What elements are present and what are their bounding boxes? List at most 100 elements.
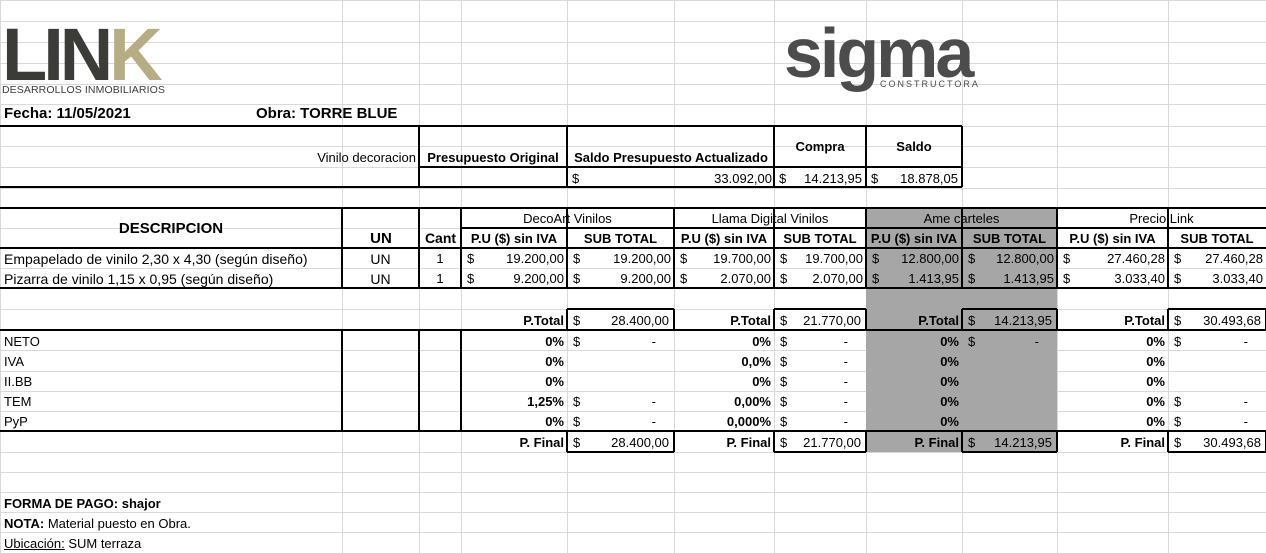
pfinal-box — [1168, 430, 1266, 432]
currency-sign: $ — [1174, 251, 1182, 266]
ubicacion-label: Ubicación: — [4, 536, 65, 551]
row-value: 19.200,00 — [506, 251, 564, 266]
border-line — [418, 330, 420, 431]
currency-sign: $ — [1174, 393, 1182, 409]
currency-sign: $ — [968, 312, 976, 328]
currency-sign: $ — [1174, 333, 1182, 349]
tax-amount: - — [1243, 413, 1248, 429]
obra-label: Obra: TORRE BLUE — [256, 105, 398, 122]
currency-sign: $ — [573, 413, 581, 429]
currency-sign: $ — [780, 251, 788, 266]
currency-sign: $ — [467, 251, 475, 266]
summary-header-saldo: Saldo — [896, 138, 932, 154]
pfinal-box — [1168, 451, 1266, 453]
tax-percent: 0,000% — [726, 413, 771, 429]
table-top-border — [0, 207, 1266, 209]
tax-amount: - — [1243, 393, 1248, 409]
tax-amount: - — [1034, 333, 1039, 349]
currency-sign: $ — [780, 271, 788, 286]
summary-header-original: Presupuesto Original — [427, 149, 559, 165]
ptotal-box — [774, 308, 866, 310]
ptotal-value: 21.770,00 — [803, 312, 861, 328]
vendor-header: Precio Link — [1129, 211, 1194, 226]
tax-percent: 0% — [940, 413, 959, 429]
un-header: UN — [370, 229, 392, 247]
tax-amount: - — [651, 333, 656, 349]
fecha-label: Fecha: 11/05/2021 — [4, 105, 131, 122]
link-logo-subtitle: DESARROLLOS INMOBILIARIOS — [2, 84, 165, 96]
sigma-logo-mark: sigma — [784, 14, 974, 92]
currency-sign: $ — [968, 271, 976, 286]
pfinal-value: 21.770,00 — [803, 434, 861, 450]
currency-sign: $ — [872, 251, 880, 266]
currency-sign: $ — [872, 271, 880, 286]
ptotal-box — [865, 309, 867, 330]
tax-percent: 0% — [1146, 413, 1165, 429]
pfinal-box — [566, 431, 568, 452]
tax-amount: - — [651, 393, 656, 409]
currency-sign: $ — [573, 312, 581, 328]
summary-compra-currency: $ — [779, 170, 787, 186]
currency-sign: $ — [1174, 271, 1182, 286]
summary-top-border — [0, 125, 962, 127]
summary-row-label: Vinilo decoracion — [317, 149, 416, 165]
summary-bottom-border — [0, 186, 962, 188]
row-value: 19.700,00 — [713, 251, 771, 266]
nota-text: Material puesto en Obra. — [44, 516, 191, 531]
tax-label: II.BB — [4, 373, 33, 389]
link-logo-mark: LINK — [2, 13, 163, 96]
border-line — [419, 166, 962, 168]
pu-header: P.U ($) sin IVA — [870, 231, 958, 246]
pfinal-label: P. Final — [914, 434, 959, 450]
tax-percent: 0% — [545, 333, 564, 349]
ubicacion: Ubicación: SUM terraza — [4, 537, 141, 550]
currency-sign: $ — [1063, 271, 1071, 286]
ptotal-label: P.Total — [730, 312, 771, 328]
ptotal-value: 28.400,00 — [611, 312, 669, 328]
currency-sign: $ — [1174, 413, 1182, 429]
pfinal-box — [773, 431, 775, 452]
sigma-logo: sigma CONSTRUCTORA — [784, 14, 978, 92]
ptotal-box — [1167, 309, 1169, 330]
nota-label: NOTA: — [4, 516, 45, 531]
currency-sign: $ — [780, 434, 788, 450]
tax-section-top — [0, 329, 1266, 331]
pfinal-box — [865, 431, 867, 452]
row-value: 27.460,28 — [1107, 251, 1165, 266]
currency-sign: $ — [968, 251, 976, 266]
border-line — [460, 330, 462, 431]
tax-percent: 0,00% — [734, 393, 771, 409]
pfinal-label: P. Final — [519, 434, 564, 450]
tax-percent: 0% — [752, 373, 771, 389]
tax-amount: - — [843, 333, 848, 349]
forma-pago: FORMA DE PAGO: shajor — [4, 496, 161, 511]
pfinal-box — [962, 451, 1057, 453]
ptotal-box — [961, 309, 963, 330]
tax-percent: 0% — [545, 353, 564, 369]
pfinal-label: P. Final — [726, 434, 771, 450]
row-quantity: 1 — [436, 251, 444, 266]
pu-header: P.U ($) sin IVA — [680, 231, 768, 246]
currency-sign: $ — [780, 353, 788, 369]
row-value: 12.800,00 — [901, 251, 959, 266]
tax-amount: - — [1243, 333, 1248, 349]
tax-amount: - — [843, 393, 848, 409]
summary-actualizado-value: 33.092,00 — [714, 170, 772, 186]
border-line — [341, 330, 343, 431]
ptotal-box — [962, 308, 1057, 310]
summary-header-actualizado: Saldo Presupuesto Actualizado — [574, 149, 768, 165]
pfinal-value: 28.400,00 — [611, 434, 669, 450]
row-quantity: 1 — [436, 271, 444, 286]
currency-sign: $ — [1063, 251, 1071, 266]
row-value: 1.413,95 — [1003, 271, 1054, 286]
row-value: 1.413,95 — [908, 271, 959, 286]
row-value: 12.800,00 — [996, 251, 1054, 266]
summary-actualizado-currency: $ — [572, 170, 580, 186]
ptotal-box — [567, 308, 674, 310]
currency-sign: $ — [1174, 312, 1182, 328]
pfinal-value: 30.493,68 — [1203, 434, 1261, 450]
currency-sign: $ — [780, 312, 788, 328]
ptotal-value: 14.213,95 — [994, 312, 1052, 328]
row-value: 9.200,00 — [620, 271, 671, 286]
currency-sign: $ — [573, 333, 581, 349]
